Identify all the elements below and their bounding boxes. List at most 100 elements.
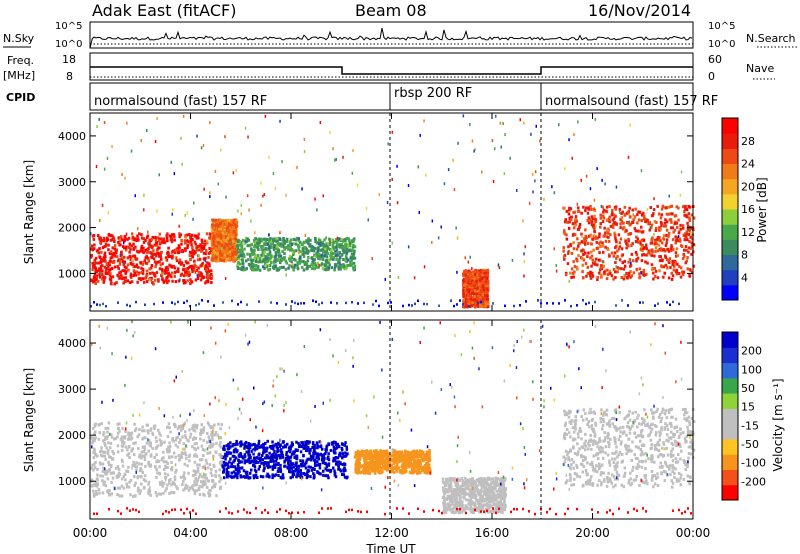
scatter-cell: [670, 271, 673, 275]
scatter-cell: [620, 267, 623, 271]
edge-cell: [576, 304, 578, 307]
scatter-cell: [225, 219, 229, 223]
scatter-cell: [273, 474, 276, 478]
scatter-cell: [675, 221, 678, 225]
noise-cell: [180, 136, 182, 140]
scatter-cell: [221, 221, 225, 225]
colorbar-tick-label: 8: [741, 249, 748, 262]
scatter-cell: [472, 296, 475, 300]
scatter-cell: [194, 242, 197, 246]
scatter-cell: [178, 233, 182, 237]
scatter-cell: [212, 442, 215, 446]
noise-cell: [200, 146, 203, 150]
scatter-cell: [589, 218, 592, 222]
noise-cell: [431, 240, 433, 244]
scatter-cell: [90, 484, 94, 488]
scatter-cell: [147, 462, 150, 466]
scatter-cell: [609, 224, 613, 228]
scatter-cell: [262, 446, 265, 450]
colorbar-tick-label: 4: [741, 271, 748, 284]
scatter-cell: [342, 455, 345, 458]
scatter-cell: [652, 208, 656, 212]
scatter-cell: [586, 265, 589, 269]
scatter-cell: [254, 243, 257, 247]
scatter-cell: [299, 255, 302, 259]
scatter-cell: [134, 441, 137, 445]
scatter-cell: [183, 477, 187, 481]
scatter-cell: [236, 263, 240, 267]
scatter-cell: [315, 251, 318, 255]
scatter-cell: [655, 221, 658, 224]
scatter-cell: [109, 259, 112, 263]
scatter-cell: [309, 238, 312, 242]
scatter-cell: [149, 464, 153, 468]
scatter-cell: [119, 270, 122, 274]
scatter-cell: [272, 463, 276, 467]
scatter-cell: [634, 250, 638, 254]
scatter-cell: [476, 286, 479, 290]
scatter-cell: [138, 428, 141, 432]
scatter-cell: [91, 264, 95, 268]
scatter-cell: [240, 254, 243, 258]
scatter-cell: [602, 210, 605, 214]
scatter-cell: [166, 239, 169, 243]
colorbar-segment: [722, 224, 738, 240]
scatter-cell: [90, 255, 93, 259]
scatter-cell: [475, 292, 479, 296]
edge-cell: [666, 301, 668, 304]
scatter-cell: [337, 261, 340, 265]
scatter-cell: [590, 215, 594, 219]
scatter-cell: [178, 261, 181, 265]
scatter-cell: [94, 256, 98, 260]
scatter-cell: [188, 233, 191, 236]
scatter-cell: [135, 265, 139, 269]
edge-cell: [411, 304, 413, 307]
scatter-cell: [147, 480, 151, 484]
scatter-cell: [320, 453, 324, 457]
scatter-cell: [127, 236, 131, 240]
scatter-cell: [225, 238, 229, 242]
scatter-cell: [128, 480, 131, 484]
scatter-cell: [211, 255, 214, 259]
scatter-cell: [96, 454, 99, 458]
scatter-cell: [257, 442, 260, 445]
scatter-cell: [305, 471, 309, 475]
noise-cell: [281, 160, 283, 164]
scatter-cell: [119, 260, 122, 263]
scatter-cell: [199, 428, 203, 432]
scatter-cell: [322, 245, 325, 249]
scatter-cell: [624, 240, 627, 244]
scatter-cell: [237, 240, 240, 244]
scatter-cell: [166, 450, 169, 454]
scatter-cell: [171, 271, 174, 275]
scatter-cell: [135, 249, 139, 253]
scatter-cell: [295, 454, 299, 458]
edge-cell: [312, 299, 314, 302]
scatter-cell: [197, 488, 201, 492]
scatter-cell: [584, 228, 587, 232]
scatter-cell: [266, 253, 269, 256]
edge-cell: [318, 303, 320, 306]
edge-cell: [477, 301, 479, 305]
noise-cell: [407, 184, 410, 187]
scatter-cell: [149, 251, 152, 254]
scatter-cell: [691, 237, 694, 241]
scatter-cell: [468, 288, 472, 292]
scatter-cell: [173, 235, 176, 239]
noise-cell: [413, 276, 416, 280]
scatter-cell: [565, 233, 568, 237]
scatter-cell: [604, 239, 608, 243]
scatter-cell: [612, 254, 616, 258]
scatter-cell: [563, 220, 567, 224]
scatter-cell: [174, 455, 177, 459]
noise-cell: [149, 278, 151, 282]
scatter-cell: [301, 460, 304, 464]
scatter-cell: [618, 241, 622, 245]
noise-cell: [628, 220, 631, 224]
scatter-cell: [242, 475, 246, 479]
scatter-cell: [154, 236, 157, 239]
edge-cell: [402, 304, 404, 308]
nsky-tick-bottom: 10^0: [55, 39, 82, 50]
colorbar-segment: [722, 209, 738, 225]
scatter-cell: [125, 266, 128, 270]
